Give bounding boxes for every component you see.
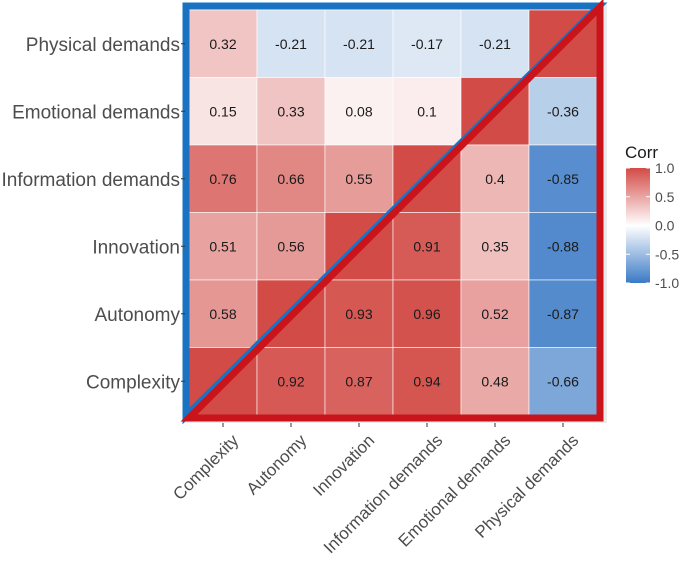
heatmap-cell-autonomy-emotional-demands <box>256 77 326 146</box>
cell-label-physical-demands-innovation: -0.88 <box>547 238 579 254</box>
cell-label-autonomy-information-demands: 0.66 <box>277 171 304 187</box>
cell-label-physical-demands-information-demands: -0.85 <box>547 171 579 187</box>
cell-label-physical-demands-emotional-demands: -0.36 <box>547 103 579 119</box>
cell-label-information-demands-emotional-demands: 0.1 <box>417 103 437 119</box>
legend-tick-label: 1.0 <box>655 160 675 176</box>
heatmap-cell-autonomy-information-demands <box>256 144 326 213</box>
y-tick-label-autonomy: Autonomy <box>94 305 180 326</box>
cell-label-emotional-demands-innovation: 0.35 <box>481 238 508 254</box>
legend-tick-label: 0.0 <box>655 218 675 234</box>
heatmap-cell-complexity-emotional-demands <box>188 77 258 146</box>
heatmap-cell-emotional-demands-innovation <box>460 212 530 281</box>
heatmap-cell-complexity-information-demands <box>188 144 258 213</box>
cell-label-innovation-information-demands: 0.55 <box>345 171 372 187</box>
cell-label-complexity-autonomy: 0.58 <box>209 306 236 322</box>
cell-label-innovation-emotional-demands: 0.08 <box>345 103 372 119</box>
cell-label-information-demands-physical-demands: -0.17 <box>411 36 443 52</box>
legend-tick-label: 0.5 <box>655 189 675 205</box>
cell-label-emotional-demands-complexity: 0.48 <box>481 373 508 389</box>
heatmap-cell-information-demands-emotional-demands <box>392 77 462 146</box>
y-tick-label-physical-demands: Physical demands <box>26 35 180 56</box>
heatmap-cell-emotional-demands-physical-demands <box>460 9 530 78</box>
heatmap-cell-physical-demands-autonomy <box>528 279 598 348</box>
heatmap-cell-information-demands-physical-demands <box>392 9 462 78</box>
heatmap-cell-information-demands-autonomy <box>392 279 462 348</box>
y-tick-label-information-demands: Information demands <box>2 170 181 191</box>
cell-value-labels: 0.32 -0.21 -0.21 -0.17 -0.21 0.15 0.33 0.08 0.1 -… <box>209 36 579 390</box>
heatmap-cell-autonomy-innovation <box>256 212 326 281</box>
y-axis: Physical demands Emotional demands Informa… <box>2 35 185 393</box>
heatmap-cell-innovation-complexity <box>324 347 394 416</box>
cell-label-autonomy-emotional-demands: 0.33 <box>277 103 304 119</box>
triangle-annotations <box>180 0 608 425</box>
heatmap-cell-innovation-physical-demands <box>324 9 394 78</box>
cell-label-information-demands-innovation: 0.91 <box>413 238 440 254</box>
heatmap-cell-emotional-demands-complexity <box>460 347 530 416</box>
cell-label-autonomy-innovation: 0.56 <box>277 238 304 254</box>
cell-label-complexity-emotional-demands: 0.15 <box>209 103 236 119</box>
y-tick-label-innovation: Innovation <box>92 237 180 258</box>
cell-label-emotional-demands-physical-demands: -0.21 <box>479 36 511 52</box>
heatmap-cell-information-demands-complexity <box>392 347 462 416</box>
lower-triangle-outline <box>180 0 604 422</box>
legend-tick-label: -1.0 <box>655 275 679 291</box>
cell-label-innovation-autonomy: 0.93 <box>345 306 372 322</box>
heatmap-cell-physical-demands-complexity <box>528 347 598 416</box>
cell-label-complexity-information-demands: 0.76 <box>209 171 236 187</box>
y-tick-label-complexity: Complexity <box>86 372 180 393</box>
heatmap-cell-autonomy-complexity <box>256 347 326 416</box>
legend-tick-label: -0.5 <box>655 246 679 262</box>
cell-label-complexity-innovation: 0.51 <box>209 238 236 254</box>
cell-label-information-demands-complexity: 0.94 <box>413 373 440 389</box>
cell-label-autonomy-complexity: 0.92 <box>277 373 304 389</box>
cell-label-information-demands-autonomy: 0.96 <box>413 306 440 322</box>
cell-label-physical-demands-autonomy: -0.87 <box>547 306 579 322</box>
heatmap-cells <box>188 9 598 416</box>
cell-label-innovation-physical-demands: -0.21 <box>343 36 375 52</box>
cell-label-emotional-demands-information-demands: 0.4 <box>485 171 505 187</box>
legend-title: Corr <box>625 143 658 162</box>
y-tick-label-emotional-demands: Emotional demands <box>12 102 180 123</box>
heatmap-cell-emotional-demands-information-demands <box>460 144 530 213</box>
heatmap-cell-complexity-autonomy <box>188 279 258 348</box>
cell-label-innovation-complexity: 0.87 <box>345 373 372 389</box>
cell-label-physical-demands-complexity: -0.66 <box>547 373 579 389</box>
cell-label-emotional-demands-autonomy: 0.52 <box>481 306 508 322</box>
cell-label-complexity-physical-demands: 0.32 <box>209 36 236 52</box>
heatmap-cell-physical-demands-emotional-demands <box>528 77 598 146</box>
heatmap-cell-physical-demands-information-demands <box>528 144 598 213</box>
heatmap-cell-physical-demands-innovation <box>528 212 598 281</box>
heatmap-cell-innovation-autonomy <box>324 279 394 348</box>
cell-label-autonomy-physical-demands: -0.21 <box>275 36 307 52</box>
